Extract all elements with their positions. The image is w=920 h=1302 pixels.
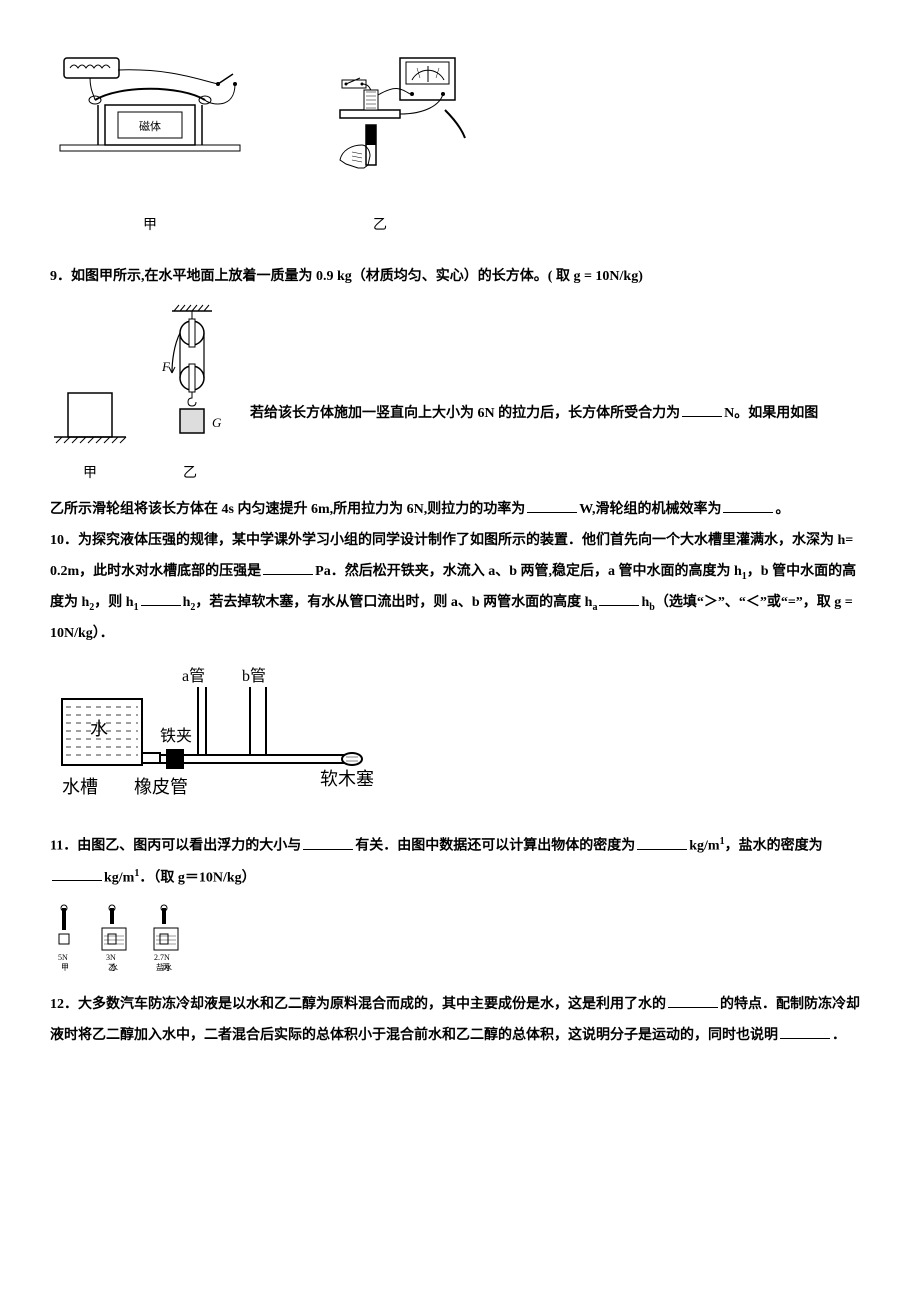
q9-cont-1: 乙所示滑轮组将该长方体在 4s 内匀速提升 6m,所用拉力为 6N,则拉力的功率… (50, 502, 525, 517)
q9-blank-2 (527, 498, 577, 513)
figure-yi-svg (280, 50, 480, 205)
q9-cont-end: 。 (775, 502, 789, 517)
q9-stem: 9．如图甲所示,在水平地面上放着一质量为 0.9 kg（材质均匀、实心）的长方体… (50, 262, 870, 293)
svg-text:2.7N: 2.7N (154, 953, 170, 962)
q9-cont: 乙所示滑轮组将该长方体在 4s 内匀速提升 6m,所用拉力为 6N,则拉力的功率… (50, 495, 870, 526)
q11-p4: ．（取 g＝10N/kg） (139, 870, 255, 885)
q11-p3: ，盐水的密度为 (725, 839, 823, 854)
q10-ha-sub: a (592, 602, 597, 613)
svg-text:丙: 丙 (162, 963, 170, 972)
q11-u1: kg/m (689, 839, 719, 854)
svg-text:乙: 乙 (108, 963, 116, 972)
q9-fig-left-svg (50, 343, 130, 453)
q10-figure-svg: a管 b管 水 铁夹 软木塞 水槽 橡皮管 (50, 665, 390, 815)
q10-cork-label: 软木塞 (320, 769, 374, 789)
q11-blank-1 (303, 835, 353, 850)
q12-p3: ． (832, 1028, 846, 1043)
q9-inline-text: 若给该长方体施加一竖直向上大小为 6N 的拉力后，长方体所受合力为 N。如果用如图 (250, 399, 870, 490)
q12-text: 12．大多数汽车防冻冷却液是以水和乙二醇为原料混合而成的，其中主要成份是水，这是… (50, 990, 870, 1052)
q9-inline-unit: N。如果用如图 (724, 406, 818, 421)
q11-u2: kg/m (104, 870, 134, 885)
q10-text: 10．为探究液体压强的规律，某中学课外学习小组的同学设计制作了如图所示的装置．他… (50, 526, 870, 649)
q9-fig-right: F G 乙 (150, 303, 230, 490)
figure-jia-label: 甲 (143, 211, 157, 242)
q11-blank-3 (52, 866, 102, 881)
figure-yi-label: 乙 (373, 211, 387, 242)
q10-figure: a管 b管 水 铁夹 软木塞 水槽 橡皮管 (50, 665, 870, 815)
q11-p1: 11．由图乙、图丙可以看出浮力的大小与 (50, 839, 301, 854)
q10-clamp-label: 铁夹 (160, 727, 192, 745)
top-figures-row: 磁体 甲 (50, 50, 870, 242)
svg-text:甲: 甲 (61, 963, 69, 972)
q9-figure-row: 甲 F G 乙 若 (50, 303, 870, 490)
figure-yi-block: 乙 (280, 50, 480, 242)
q11-figure: 5N 甲 3N 水 2.7N 盐水 乙 丙 (50, 904, 870, 974)
q9-blank-3 (723, 498, 773, 513)
q9-fig-right-label: 乙 (183, 459, 197, 490)
q10-water-label: 水 (90, 719, 108, 739)
figure-jia-block: 磁体 甲 (50, 50, 250, 242)
q10-blank-pa (263, 560, 313, 575)
figure-jia-svg: 磁体 (50, 50, 250, 205)
q10-a-label: a管 (182, 667, 205, 685)
q10-m2: ，则 h (94, 595, 133, 610)
svg-text:5N: 5N (58, 953, 68, 962)
q10-blank-hahb (599, 591, 639, 606)
q10-pa: Pa．然后松开铁夹，水流入 a、b 两管,稳定后，a 管中水面的高度为 h (315, 564, 742, 579)
q12-blank-2 (780, 1024, 830, 1039)
q11-text: 11．由图乙、图丙可以看出浮力的大小与 有关．由图中数据还可以计算出物体的密度为 k… (50, 831, 870, 894)
q12-blank-1 (668, 993, 718, 1008)
q10-m3: ，若去掉软木塞，有水从管口流出时，则 a、b 两管水面的高度 h (195, 595, 592, 610)
q9-blank-1 (682, 402, 722, 417)
q9-fig-left: 甲 (50, 343, 130, 490)
q10-tube-label: 橡皮管 (134, 777, 188, 797)
q10-b-label: b管 (242, 667, 266, 685)
q11-blank-2 (637, 835, 687, 850)
q10-tank-label: 水槽 (62, 777, 98, 797)
q9-cont-w: W,滑轮组的机械效率为 (579, 502, 721, 517)
q9-fig-right-svg: F G (150, 303, 230, 453)
q9-inline-1: 若给该长方体施加一竖直向上大小为 6N 的拉力后，长方体所受合力为 (250, 406, 680, 421)
svg-text:3N: 3N (106, 953, 116, 962)
q9-G-label: G (212, 415, 222, 430)
q10-blank-h1h2 (141, 591, 181, 606)
q11-p2: 有关．由图中数据还可以计算出物体的密度为 (355, 839, 635, 854)
q9-fig-left-label: 甲 (83, 459, 97, 490)
q12-p1: 12．大多数汽车防冻冷却液是以水和乙二醇为原料混合而成的，其中主要成份是水，这是… (50, 997, 666, 1012)
q9-F-label: F (161, 359, 171, 374)
svg-text:磁体: 磁体 (139, 119, 161, 133)
q10-h1-sub2: 1 (134, 602, 139, 613)
